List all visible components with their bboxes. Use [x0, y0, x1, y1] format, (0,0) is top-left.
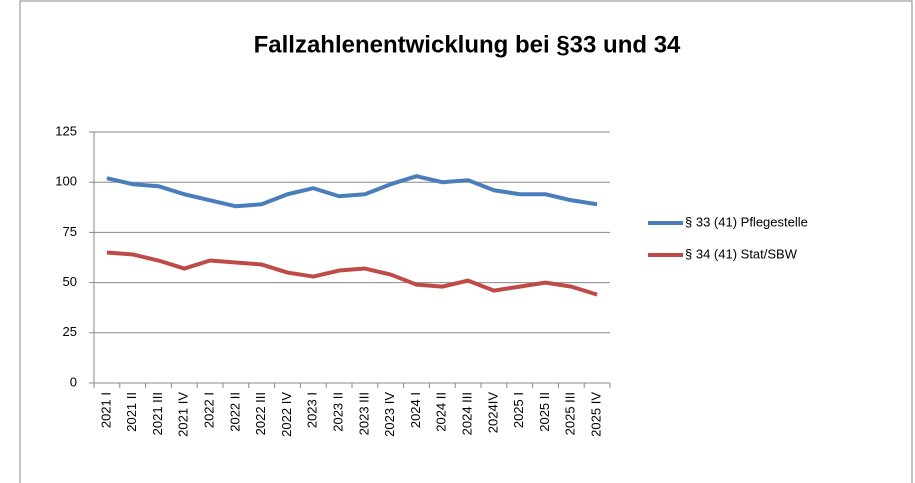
x-tick-label: 2021 IV	[176, 392, 191, 437]
x-tick-label: 2021 II	[124, 392, 139, 432]
x-tick-label: 2025 IV	[589, 392, 604, 437]
x-tick-label: 2022 IV	[279, 392, 294, 437]
series-line	[106, 174, 598, 209]
x-tick-label: 2025 III	[563, 392, 578, 435]
x-tick-label: 2023 IV	[382, 392, 397, 437]
y-tick-label: 100	[55, 174, 77, 189]
x-tick-label: 2023 III	[356, 392, 371, 435]
x-tick-label: 2022 III	[253, 392, 268, 435]
series-line	[106, 250, 598, 297]
x-tick-label: 2022 II	[227, 392, 242, 432]
chart-frame	[19, 0, 913, 483]
y-tick-label: 125	[55, 123, 77, 138]
x-tick-label: 2022 I	[202, 392, 217, 428]
chart-title: Fallzahlenentwicklung bei §33 und 34	[254, 31, 681, 58]
x-tick-label: 2024 III	[460, 392, 475, 435]
x-tick-label: 2025 I	[511, 392, 526, 428]
y-tick-label: 50	[63, 274, 77, 289]
y-tick-label: 0	[70, 374, 77, 389]
legend-label: § 34 (41) Stat/SBW	[685, 246, 798, 261]
y-tick-label: 75	[63, 224, 77, 239]
x-tick-label: 2025 II	[537, 392, 552, 432]
x-tick-label: 2023 II	[331, 392, 346, 432]
x-tick-label: 2024 II	[434, 392, 449, 432]
x-tick-label: 2023 I	[305, 392, 320, 428]
x-tick-label: 2021 I	[98, 392, 113, 428]
y-tick-label: 25	[63, 324, 77, 339]
x-tick-label: 2024 I	[408, 392, 423, 428]
x-tick-label: 2021 III	[150, 392, 165, 435]
legend-label: § 33 (41) Pflegestelle	[685, 214, 808, 229]
x-tick-label: 2024IV	[485, 392, 500, 434]
